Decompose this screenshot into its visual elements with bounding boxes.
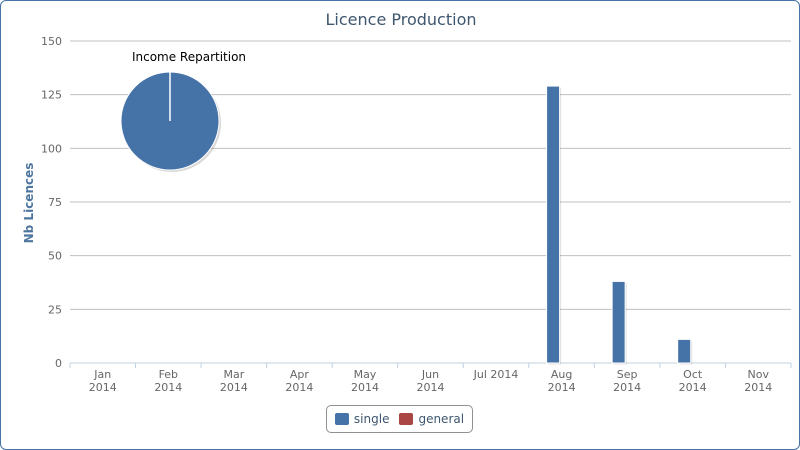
y-tick-label: 25 bbox=[48, 303, 62, 316]
income-repartition-pie: Income Repartition bbox=[120, 50, 246, 172]
x-tick-label: Jun 2014 bbox=[417, 368, 445, 394]
legend-swatch-single bbox=[334, 413, 349, 425]
legend-item-general[interactable]: general bbox=[399, 412, 464, 426]
chart-title: Licence Production bbox=[326, 10, 477, 29]
y-tick-label: 100 bbox=[41, 142, 62, 155]
x-axis-ticks: Jan 2014 Feb 2014 Mar 2014 Apr 2014 May 2014 Jun 20… bbox=[69, 363, 792, 394]
y-tick-label: 125 bbox=[41, 89, 62, 102]
bar-single[interactable] bbox=[611, 280, 626, 364]
y-axis-label: Nb Licences bbox=[22, 163, 36, 244]
x-tick-label: Jul 2014 bbox=[473, 368, 519, 381]
legend-item-single[interactable]: single bbox=[334, 412, 390, 426]
x-tick-label: Jan 2014 bbox=[89, 368, 117, 394]
x-tick-label: Mar 2014 bbox=[220, 368, 248, 394]
bar-single[interactable] bbox=[546, 85, 561, 364]
legend-label-single: single bbox=[353, 412, 390, 426]
legend: single general bbox=[326, 405, 473, 433]
pie-title: Income Repartition bbox=[132, 50, 246, 64]
legend-label-general: general bbox=[418, 412, 465, 426]
x-tick-label: Feb 2014 bbox=[154, 368, 182, 394]
bar-single[interactable] bbox=[677, 338, 692, 364]
y-tick-label: 50 bbox=[48, 250, 62, 263]
bars bbox=[546, 85, 693, 365]
y-tick-label: 75 bbox=[48, 196, 62, 209]
x-tick-label: Oct 2014 bbox=[679, 368, 707, 394]
y-tick-label: 150 bbox=[41, 35, 62, 48]
x-tick-label: May 2014 bbox=[351, 368, 379, 394]
x-tick-label: Apr 2014 bbox=[285, 368, 313, 394]
legend-swatch-general bbox=[399, 413, 414, 425]
y-tick-label: 0 bbox=[55, 357, 62, 370]
x-tick-label: Nov 2014 bbox=[744, 368, 772, 394]
y-axis-ticks: 0 25 50 75 100 125 150 bbox=[41, 35, 62, 370]
x-tick-label: Aug 2014 bbox=[548, 368, 576, 394]
x-tick-label: Sep 2014 bbox=[613, 368, 641, 394]
